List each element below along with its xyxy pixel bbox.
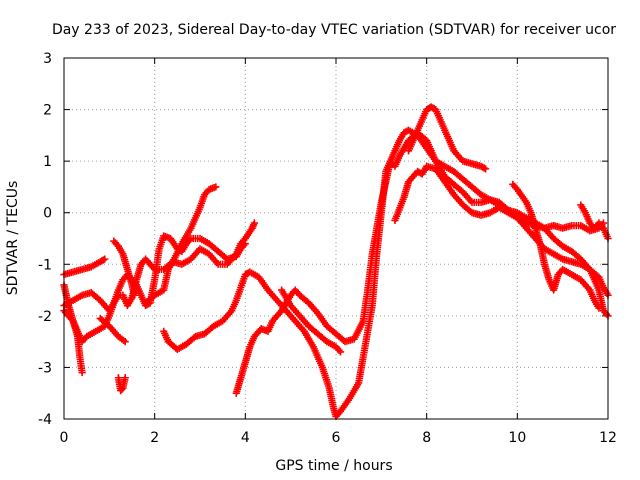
y-tick-labels: -4 -3 -2 -1 0 1 2 3 [38,51,52,428]
x-tick-label: 0 [60,430,69,446]
y-tick-label: -4 [38,412,52,428]
y-tick-label: -2 [38,309,52,325]
x-tick-label: 4 [241,430,250,446]
data-point-marker [595,304,603,312]
x-tick-label: 10 [508,430,526,446]
data-point-marker [99,256,107,264]
series-track-6 [110,237,138,299]
x-tick-label: 6 [332,430,341,446]
y-tick-label: -1 [38,257,52,273]
x-tick-label: 8 [422,430,431,446]
chart-title: Day 233 of 2023, Sidereal Day-to-day VTE… [52,22,616,38]
plot-frame [63,57,609,420]
data-point-marker [212,183,220,191]
data-point-marker [336,348,345,356]
series-track-15 [577,201,612,243]
data-point-marker [130,291,138,299]
series-track-10 [232,126,612,397]
x-axis-label: GPS time / hours [275,458,392,474]
series-track-5 [96,314,129,346]
x-tick-labels: 0 2 4 6 8 10 12 [60,430,617,446]
data-point-marker [121,374,129,382]
y-axis-label: SDTVAR / TECUs [5,181,21,296]
y-tick-label: 1 [43,154,52,170]
series-track-13 [404,103,490,173]
data-point-marker [118,385,126,393]
series-track-7 [114,374,129,395]
y-tick-label: 2 [43,103,52,119]
y-tick-label: 0 [43,206,52,222]
data-point-marker [101,255,109,263]
data-point-marker [250,219,258,227]
data-series [60,103,612,421]
series-track-11 [278,286,345,356]
data-point-marker [78,368,86,377]
series-track-8 [142,219,258,307]
data-point-marker [480,164,488,172]
data-point-marker [482,165,490,173]
grid [64,58,608,419]
x-tick-label: 2 [150,430,159,446]
y-tick-label: -3 [38,360,52,376]
x-tick-label: 12 [599,430,617,446]
y-tick-label: 3 [43,51,52,67]
series-track-14 [509,180,603,312]
data-point-marker [121,338,129,346]
